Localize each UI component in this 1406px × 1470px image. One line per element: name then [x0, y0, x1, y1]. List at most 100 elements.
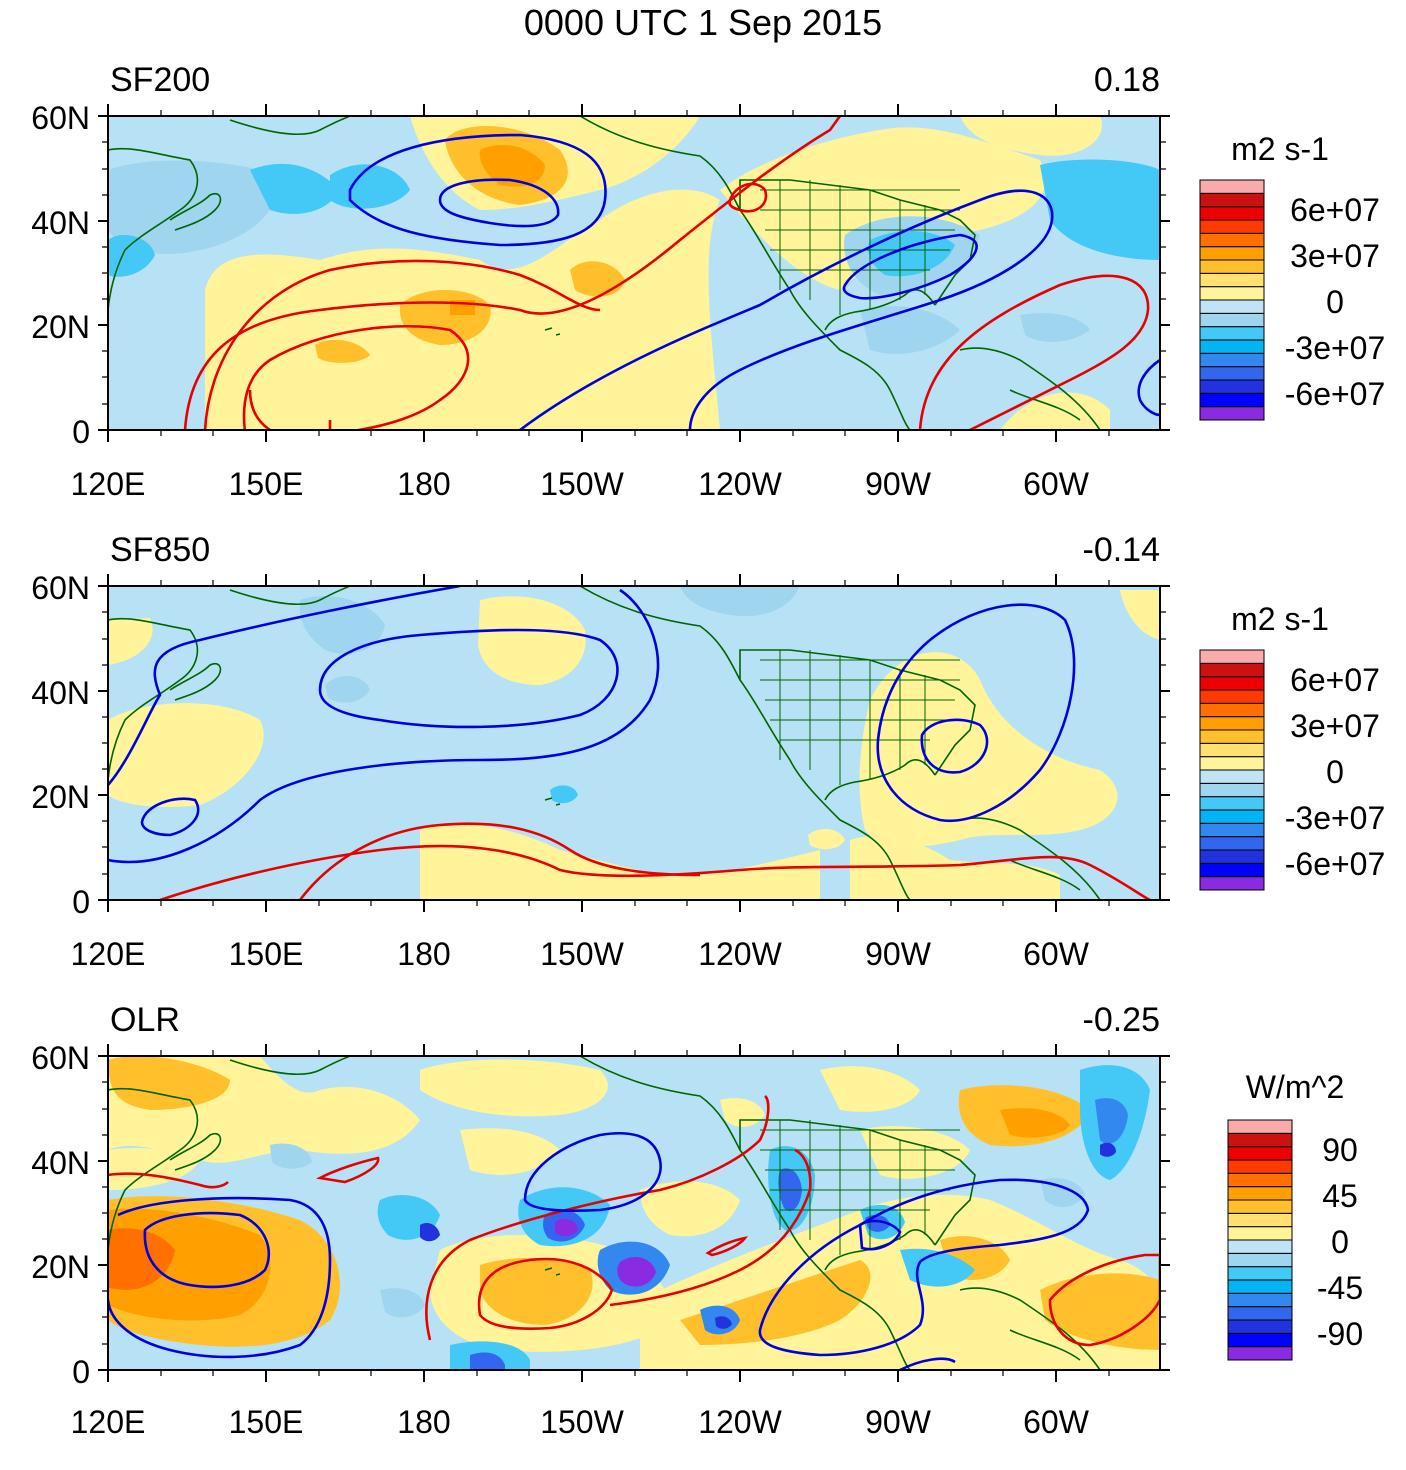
sf850-colorbar-box-0: [1199, 876, 1265, 891]
olr-colorbar-box-3: [1227, 1306, 1293, 1321]
sf200-colorbar-box-11: [1199, 259, 1265, 274]
sf850-colorbar-box-2: [1199, 849, 1265, 864]
sf850-lat-label-20n: 20N: [31, 779, 90, 815]
olr-lat-label-60n: 60N: [31, 1040, 90, 1076]
sf200-colorbar-box-4: [1199, 352, 1265, 368]
sf200-colorbar-tick-0: 0: [1326, 284, 1344, 320]
sf200-colorbar-box-0: [1199, 406, 1265, 421]
sf200-colorbar-box-14: [1199, 219, 1265, 234]
sf850-colorbar-box-3: [1199, 836, 1265, 851]
sf850-colorbar-tick-6e07: 6e+07: [1290, 662, 1380, 698]
sf200-colorbar-box-10: [1199, 272, 1265, 288]
sf200-panel-label: SF200: [110, 61, 211, 99]
olr-colorbar-box-9: [1227, 1226, 1293, 1241]
sf850-colorbar-box-8: [1199, 769, 1265, 784]
sf200-correlation-value: 0.18: [1093, 61, 1160, 99]
sf850-colorbar-box-16: [1199, 662, 1265, 678]
sf200-lon-label-120e: 120E: [70, 466, 146, 502]
sf200-colorbar-tick-neg6e07: -6e+07: [1284, 376, 1386, 412]
sf200-colorbar-box-2: [1199, 379, 1265, 394]
olr-panel: OLR -0.25: [0, 1000, 1406, 1470]
sf200-axis-minor-ticks: [102, 110, 1166, 436]
olr-colorbar-box-10: [1227, 1212, 1293, 1228]
sf850-lon-label-180: 180: [397, 936, 451, 972]
figure-title: 0000 UTC 1 Sep 2015: [523, 2, 883, 43]
sf850-lon-label-90w: 90W: [865, 936, 931, 972]
sf200-colorbar-box-7: [1199, 312, 1265, 328]
olr-colorbar-tick-neg45: -45: [1316, 1270, 1364, 1306]
sf200-colorbar-box-9: [1199, 286, 1265, 301]
olr-colorbar-box-17: [1227, 1119, 1293, 1134]
olr-lat-label-0: 0: [72, 1354, 90, 1390]
olr-colorbar-tick-90: 90: [1322, 1132, 1358, 1168]
olr-coastlines: [108, 1056, 1101, 1370]
sf850-colorbar-tick-neg6e07: -6e+07: [1284, 846, 1386, 882]
olr-colorbar-box-1: [1227, 1332, 1293, 1348]
sf850-colorbar-box-11: [1199, 729, 1265, 744]
sf850-colorbar-units: m2 s-1: [1231, 601, 1329, 637]
sf200-colorbar-box-17: [1199, 179, 1265, 194]
sf850-lon-label-60w: 60W: [1023, 936, 1089, 972]
sf850-colorbar-box-5: [1199, 809, 1265, 824]
olr-lon-label-120e: 120E: [70, 1404, 146, 1440]
sf200-lon-label-60w: 60W: [1023, 466, 1089, 502]
olr-colorbar-tick-45: 45: [1322, 1178, 1358, 1214]
sf850-lon-label-150e: 150E: [228, 936, 304, 972]
sf200-panel: SF200 0.18: [0, 60, 1406, 530]
olr-correlation-value: -0.25: [1082, 1001, 1161, 1039]
sf850-colorbar-box-7: [1199, 782, 1265, 798]
sf200-colorbar-box-1: [1199, 392, 1265, 408]
sf200-colorbar-box-3: [1199, 366, 1265, 381]
olr-colorbar-box-15: [1227, 1146, 1293, 1161]
olr-colorbar-box-14: [1227, 1159, 1293, 1174]
sf200-contours: [183, 116, 1160, 430]
sf200-colorbar-box-12: [1199, 246, 1265, 261]
sf850-colorbar-tick-3e07: 3e+07: [1290, 708, 1380, 744]
olr-colorbar-box-12: [1227, 1186, 1293, 1201]
olr-contours: [108, 1094, 1160, 1370]
sf850-colorbar-box-4: [1199, 822, 1265, 838]
sf850-lat-label-60n: 60N: [31, 570, 90, 606]
olr-colorbar-box-4: [1227, 1292, 1293, 1308]
sf850-colorbar: [1199, 649, 1265, 891]
sf200-axis-ticks: [98, 104, 1170, 442]
sf850-lat-label-40n: 40N: [31, 675, 90, 711]
sf200-colorbar-tick-3e07: 3e+07: [1290, 238, 1380, 274]
sf850-colorbar-tick-neg3e07: -3e+07: [1284, 800, 1386, 836]
olr-colorbar-box-6: [1227, 1266, 1293, 1281]
sf850-map: [98, 574, 1265, 912]
sf850-panel-label: SF850: [110, 531, 211, 569]
sf850-colorbar-box-9: [1199, 756, 1265, 771]
olr-axis-minor-ticks: [102, 1050, 1166, 1376]
olr-lat-label-40n: 40N: [31, 1145, 90, 1181]
sf850-panel: SF850 -0.14: [0, 530, 1406, 1000]
sf200-colorbar-box-13: [1199, 232, 1265, 248]
sf850-contours: [108, 586, 1151, 900]
sf200-colorbar-box-16: [1199, 192, 1265, 208]
sf850-shaded-field: [108, 586, 1160, 900]
olr-colorbar-box-8: [1227, 1239, 1293, 1254]
sf850-axis-ticks: [98, 574, 1170, 912]
sf850-correlation-value: -0.14: [1082, 531, 1161, 569]
sf850-colorbar-tick-0: 0: [1326, 754, 1344, 790]
sf850-colorbar-box-17: [1199, 649, 1265, 664]
olr-colorbar-tick-0: 0: [1331, 1224, 1349, 1260]
sf850-lat-label-0: 0: [72, 884, 90, 920]
olr-lon-label-150w: 150W: [540, 1404, 624, 1440]
sf200-state-borders: [760, 180, 960, 315]
sf200-colorbar-tick-neg3e07: -3e+07: [1284, 330, 1386, 366]
olr-colorbar-box-0: [1227, 1346, 1293, 1361]
olr-lon-label-60w: 60W: [1023, 1404, 1089, 1440]
sf200-lat-label-40n: 40N: [31, 205, 90, 241]
olr-colorbar-units: W/m^2: [1245, 1069, 1345, 1105]
sf850-colorbar-box-13: [1199, 702, 1265, 718]
sf200-colorbar-box-6: [1199, 326, 1265, 341]
sf200-lat-label-20n: 20N: [31, 309, 90, 345]
olr-lon-label-90w: 90W: [865, 1404, 931, 1440]
sf200-colorbar-tick-6e07: 6e+07: [1290, 192, 1380, 228]
sf200-lat-label-0: 0: [72, 414, 90, 450]
sf850-colorbar-box-1: [1199, 862, 1265, 878]
olr-colorbar: [1227, 1119, 1293, 1361]
olr-lon-label-120w: 120W: [698, 1404, 782, 1440]
olr-colorbar-box-7: [1227, 1252, 1293, 1268]
